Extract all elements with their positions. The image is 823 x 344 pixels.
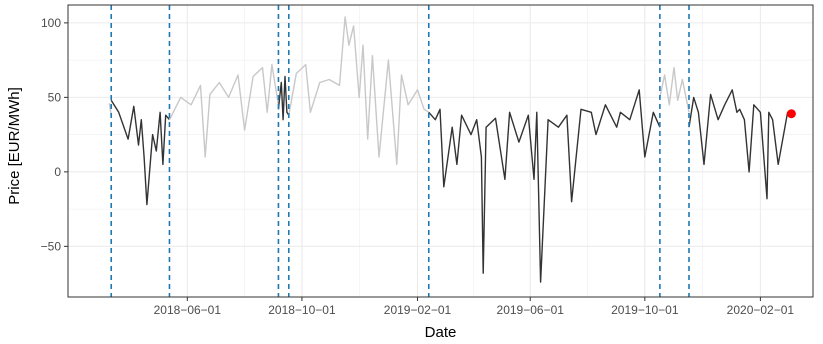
inactive-segment-line bbox=[288, 16, 430, 166]
last-point-marker bbox=[786, 109, 796, 119]
x-tick-label: 2019−10−01 bbox=[611, 303, 679, 317]
active-segment-line bbox=[688, 89, 792, 200]
y-tick-label: 50 bbox=[48, 90, 62, 104]
y-tick-label: 100 bbox=[41, 16, 61, 30]
y-tick-label: 0 bbox=[54, 165, 61, 179]
inactive-segment-line bbox=[168, 63, 280, 158]
y-axis-title: Price [EUR/MWh] bbox=[6, 87, 23, 205]
last-point-layer bbox=[786, 109, 796, 119]
inactive-segment-line bbox=[659, 66, 690, 113]
grid-lines bbox=[68, 5, 813, 297]
x-tick-label: 2019−06−01 bbox=[497, 303, 565, 317]
x-tick-label: 2018−10−01 bbox=[268, 303, 336, 317]
x-tick-label: 2019−02−01 bbox=[384, 303, 452, 317]
x-axis-title: Date bbox=[425, 324, 457, 341]
y-tick-label: −50 bbox=[41, 239, 62, 253]
panel-border bbox=[67, 4, 814, 298]
divider-lines bbox=[110, 5, 690, 297]
price-series bbox=[108, 16, 792, 283]
axis-ticks: 100 50 0 −50 2018−06−01 2018−10−01 2019−02−01 2… bbox=[41, 16, 795, 317]
x-tick-label: 2020−02−01 bbox=[727, 303, 795, 317]
active-segment-line bbox=[428, 89, 661, 283]
active-segment-line bbox=[277, 75, 290, 121]
x-tick-label: 2018−06−01 bbox=[154, 303, 222, 317]
active-segment-line bbox=[110, 99, 171, 206]
